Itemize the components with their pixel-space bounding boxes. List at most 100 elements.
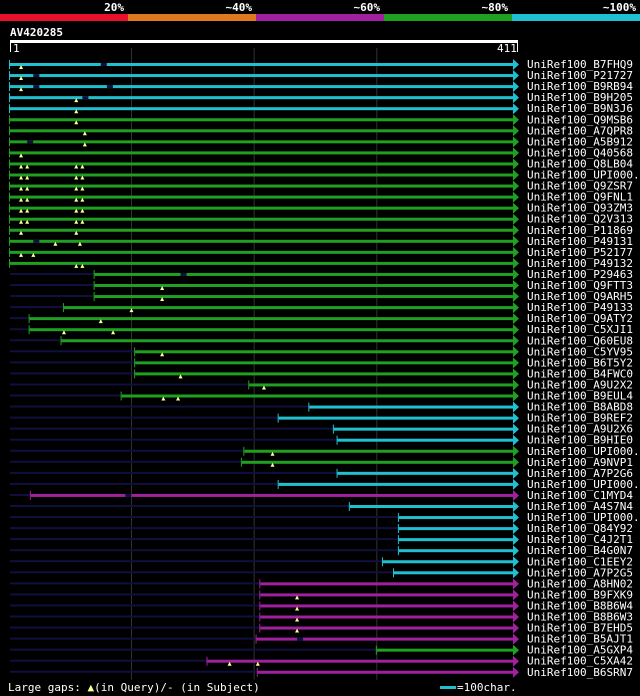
hit-label[interactable]: UniRef100_B5AJT1 — [527, 633, 633, 646]
hit-row[interactable]: UniRef100_C1EEY2 — [10, 555, 633, 568]
hit-label[interactable]: UniRef100_B8B6W3 — [527, 611, 633, 624]
hit-row[interactable]: UniRef100_A7P2G5 — [10, 566, 633, 579]
hit-row[interactable]: UniRef100_P29463 — [10, 268, 633, 281]
hit-label[interactable]: UniRef100_P21727 — [527, 69, 633, 82]
hit-row[interactable]: UniRef100_B7FHQ9 — [9, 58, 633, 71]
hit-row[interactable]: UniRef100_B9REF2 — [10, 412, 633, 425]
hit-label[interactable]: UniRef100_A5GXP4 — [527, 644, 633, 657]
hit-label[interactable]: UniRef100_UPI000.. — [527, 511, 640, 524]
hit-row[interactable]: UniRef100_Q9ARH5 — [10, 290, 633, 303]
hit-row[interactable]: UniRef100_B8B6W4 — [10, 599, 633, 612]
hit-label[interactable]: UniRef100_Q9ATY2 — [527, 312, 633, 325]
hit-row[interactable]: UniRef100_A7P2G6 — [10, 467, 633, 480]
hit-row[interactable]: UniRef100_A9NVP1 — [10, 456, 633, 469]
hit-label[interactable]: UniRef100_P11869 — [527, 224, 633, 237]
hit-row[interactable]: UniRef100_A9U2X6 — [10, 423, 633, 436]
hit-label[interactable]: UniRef100_C5XA42 — [527, 655, 633, 668]
hit-label[interactable]: UniRef100_B9RB94 — [527, 80, 633, 93]
hit-row[interactable]: UniRef100_C5YV95 — [10, 345, 633, 358]
hit-row[interactable]: UniRef100_P52177 — [9, 246, 633, 259]
hit-row[interactable]: UniRef100_C5XJI1 — [10, 323, 633, 336]
hit-row[interactable]: UniRef100_P21727 — [9, 69, 633, 82]
hit-label[interactable]: UniRef100_A7QPR8 — [527, 124, 633, 137]
hit-row[interactable]: UniRef100_Q9ZSR7 — [9, 180, 633, 193]
hit-label[interactable]: UniRef100_B6T5Y2 — [527, 356, 633, 369]
hit-row[interactable]: UniRef100_A4S7N4 — [10, 500, 633, 513]
hit-row[interactable]: UniRef100_P49132 — [9, 257, 633, 270]
hit-label[interactable]: UniRef100_C1EEY2 — [527, 555, 633, 568]
hit-row[interactable]: UniRef100_UPI000.. — [10, 478, 640, 491]
hit-label[interactable]: UniRef100_C4J2T1 — [527, 533, 633, 546]
hit-row[interactable]: UniRef100_A5B912 — [9, 135, 633, 148]
hit-row[interactable]: UniRef100_Q9MSB6 — [9, 113, 633, 126]
hit-row[interactable]: UniRef100_A7QPR8 — [9, 124, 633, 137]
hit-row[interactable]: UniRef100_Q60EU8 — [10, 334, 633, 347]
hit-label[interactable]: UniRef100_P49131 — [527, 235, 633, 248]
hit-label[interactable]: UniRef100_Q8LB04 — [527, 157, 633, 170]
hit-row[interactable]: UniRef100_UPI000.. — [9, 169, 640, 182]
hit-label[interactable]: UniRef100_Q9MSB6 — [527, 113, 633, 126]
hit-label[interactable]: UniRef100_C5YV95 — [527, 345, 633, 358]
hit-row[interactable]: UniRef100_B4G0N7 — [10, 544, 633, 557]
hit-row[interactable]: UniRef100_B9H205 — [9, 91, 633, 104]
hit-label[interactable]: UniRef100_A8HN02 — [527, 577, 633, 590]
hit-label[interactable]: UniRef100_Q40568 — [527, 146, 633, 159]
hit-row[interactable]: UniRef100_Q93ZM3 — [9, 202, 633, 215]
hit-row[interactable]: UniRef100_Q9FNL1 — [9, 191, 633, 204]
hit-row[interactable]: UniRef100_C1MYD4 — [10, 489, 633, 502]
hit-row[interactable]: UniRef100_B9N3J6 — [9, 102, 633, 115]
hit-row[interactable]: UniRef100_B9EUL4 — [10, 390, 633, 403]
hit-label[interactable]: UniRef100_B7EHD5 — [527, 622, 633, 635]
hit-row[interactable]: UniRef100_Q9FTT3 — [10, 279, 633, 292]
hit-row[interactable]: UniRef100_B5AJT1 — [10, 633, 633, 646]
hit-row[interactable]: UniRef100_P49131 — [9, 235, 633, 248]
hit-label[interactable]: UniRef100_Q9ZSR7 — [527, 180, 633, 193]
hit-label[interactable]: UniRef100_UPI000.. — [527, 445, 640, 458]
hit-label[interactable]: UniRef100_A5B912 — [527, 135, 633, 148]
hit-label[interactable]: UniRef100_P52177 — [527, 246, 633, 259]
hit-row[interactable]: UniRef100_B6T5Y2 — [10, 356, 633, 369]
hit-row[interactable]: UniRef100_UPI000.. — [10, 445, 640, 458]
hit-label[interactable]: UniRef100_Q9ARH5 — [527, 290, 633, 303]
hit-row[interactable]: UniRef100_B6SRN7 — [10, 666, 633, 679]
hit-row[interactable]: UniRef100_B9RB94 — [9, 80, 633, 93]
hit-row[interactable]: UniRef100_C4J2T1 — [10, 533, 633, 546]
hit-label[interactable]: UniRef100_A9NVP1 — [527, 456, 633, 469]
hit-row[interactable]: UniRef100_A9U2X2 — [10, 378, 633, 391]
hit-row[interactable]: UniRef100_B8ABD8 — [10, 401, 633, 414]
hit-row[interactable]: UniRef100_B4FWC0 — [10, 367, 633, 380]
hit-row[interactable]: UniRef100_C5XA42 — [10, 655, 633, 668]
hit-label[interactable]: UniRef100_C5XJI1 — [527, 323, 633, 336]
hit-label[interactable]: UniRef100_P49133 — [527, 301, 633, 314]
hit-row[interactable]: UniRef100_Q84Y92 — [10, 522, 633, 535]
hit-label[interactable]: UniRef100_Q60EU8 — [527, 334, 633, 347]
hit-row[interactable]: UniRef100_B7EHD5 — [10, 622, 633, 635]
hit-label[interactable]: UniRef100_C1MYD4 — [527, 489, 633, 502]
hit-label[interactable]: UniRef100_A9U2X6 — [527, 423, 633, 436]
hit-row[interactable]: UniRef100_B8B6W3 — [10, 611, 633, 624]
hit-label[interactable]: UniRef100_Q84Y92 — [527, 522, 633, 535]
hit-label[interactable]: UniRef100_A4S7N4 — [527, 500, 633, 513]
hit-label[interactable]: UniRef100_UPI000.. — [527, 169, 640, 182]
hit-label[interactable]: UniRef100_Q2V313 — [527, 213, 633, 226]
hit-label[interactable]: UniRef100_B9FXK9 — [527, 588, 633, 601]
hit-label[interactable]: UniRef100_P29463 — [527, 268, 633, 281]
hit-label[interactable]: UniRef100_B4G0N7 — [527, 544, 633, 557]
hit-label[interactable]: UniRef100_B9REF2 — [527, 412, 633, 425]
hit-row[interactable]: UniRef100_P11869 — [9, 224, 633, 237]
hit-label[interactable]: UniRef100_P49132 — [527, 257, 633, 270]
hit-row[interactable]: UniRef100_Q9ATY2 — [10, 312, 633, 325]
hit-label[interactable]: UniRef100_A7P2G6 — [527, 467, 633, 480]
hit-label[interactable]: UniRef100_Q93ZM3 — [527, 202, 633, 215]
hit-row[interactable]: UniRef100_B9FXK9 — [10, 588, 633, 601]
hit-label[interactable]: UniRef100_Q9FTT3 — [527, 279, 633, 292]
hit-label[interactable]: UniRef100_UPI000.. — [527, 478, 640, 491]
hit-label[interactable]: UniRef100_B8ABD8 — [527, 401, 633, 414]
hit-row[interactable]: UniRef100_UPI000.. — [10, 511, 640, 524]
hit-label[interactable]: UniRef100_B7FHQ9 — [527, 58, 633, 71]
hit-label[interactable]: UniRef100_B9HIE0 — [527, 434, 633, 447]
hit-row[interactable]: UniRef100_P49133 — [10, 301, 633, 314]
hit-label[interactable]: UniRef100_A7P2G5 — [527, 566, 633, 579]
hit-label[interactable]: UniRef100_B9EUL4 — [527, 390, 633, 403]
hit-label[interactable]: UniRef100_B6SRN7 — [527, 666, 633, 679]
